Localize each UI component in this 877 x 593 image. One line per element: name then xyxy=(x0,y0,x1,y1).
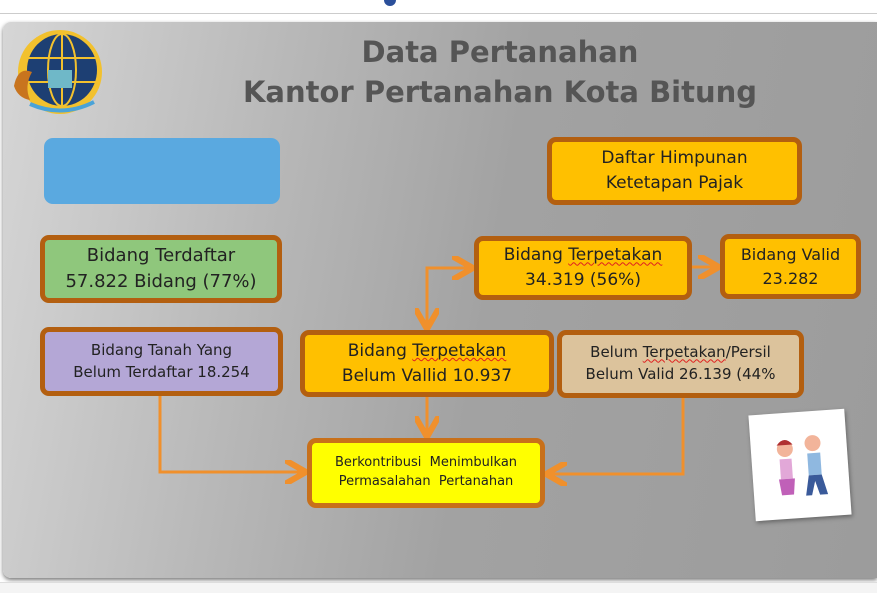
box-line: Daftar Himpunan xyxy=(601,148,748,169)
text: /Persil xyxy=(725,343,771,362)
box-line: Belum Terdaftar 18.254 xyxy=(73,362,250,381)
blue-box xyxy=(44,138,280,204)
text: Belum xyxy=(590,343,643,362)
box-bidang-terdaftar: Bidang Terdaftar 57.822 Bidang (77%) xyxy=(40,235,282,303)
top-bar xyxy=(0,0,877,14)
box-bidang-terpetakan: Bidang Terpetakan 34.319 (56%) xyxy=(474,236,692,300)
box-daftar-himpunan: Daftar Himpunan Ketetapan Pajak xyxy=(547,137,802,205)
arguing-people-illustration xyxy=(748,408,852,522)
text: Terpetakan xyxy=(412,340,507,361)
box-line: Bidang Terpetakan xyxy=(479,243,687,268)
box-line: Belum Valid 26.139 (44% xyxy=(585,365,776,383)
box-line: 23.282 xyxy=(762,268,819,288)
bottom-bar xyxy=(0,582,877,593)
arrow-to-terpetakan xyxy=(425,268,470,300)
text: Bidang xyxy=(347,340,413,361)
text: Bidang xyxy=(503,245,569,266)
bpn-logo xyxy=(14,30,102,114)
arrow-belum-terpetakan xyxy=(549,398,685,474)
box-terpetakan-belum-valid: Bidang Terpetakan Belum Vallid 10.937 xyxy=(300,330,554,397)
slide-title-line1: Data Pertanahan xyxy=(361,35,639,69)
box-line: Belum Vallid 10.937 xyxy=(341,365,513,386)
box-line: 34.319 (56%) xyxy=(525,270,641,290)
text: Terpetakan xyxy=(568,245,663,266)
box-line: Bidang Valid xyxy=(740,245,841,265)
box-line: Belum Terpetakan/Persil xyxy=(562,342,799,364)
box-line: Bidang Tanah Yang xyxy=(90,340,233,359)
box-line: Permasalahan Pertanahan xyxy=(338,474,514,489)
box-line: Ketetapan Pajak xyxy=(605,173,744,193)
slide-title-line2: Kantor Pertanahan Kota Bitung xyxy=(242,75,758,109)
box-line: Berkontribusi Menimbulkan xyxy=(334,455,518,471)
box-line: 57.822 Bidang (77%) xyxy=(65,271,257,292)
box-belum-terpetakan: Belum Terpetakan/Persil Belum Valid 26.1… xyxy=(557,330,804,398)
box-berkontribusi: Berkontribusi Menimbulkan Permasalahan P… xyxy=(307,438,545,508)
text: Terpetakan xyxy=(642,343,726,362)
box-line: Bidang Terdaftar xyxy=(86,244,236,266)
arrow-belum-terdaftar xyxy=(158,396,303,472)
box-line: Bidang Terpetakan xyxy=(305,339,549,364)
box-belum-terdaftar: Bidang Tanah Yang Belum Terdaftar 18.254 xyxy=(40,327,283,396)
top-marker-icon xyxy=(384,0,396,6)
box-bidang-valid: Bidang Valid 23.282 xyxy=(720,234,861,299)
